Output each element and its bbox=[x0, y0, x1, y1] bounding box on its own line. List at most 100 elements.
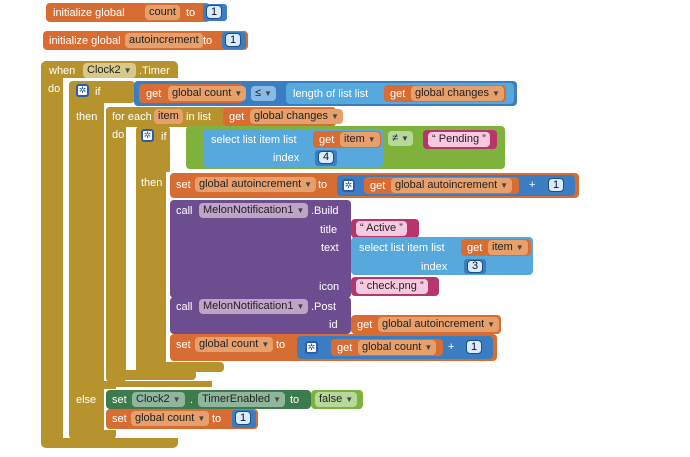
gear-icon[interactable]: ✲ bbox=[76, 84, 89, 97]
do-label: do bbox=[112, 129, 125, 141]
text-field[interactable]: “ Pending ” bbox=[428, 132, 490, 147]
call-keyword: call bbox=[176, 205, 193, 217]
var-dropdown[interactable]: global autoincrement ▼ bbox=[195, 177, 317, 192]
call-keyword: call bbox=[176, 301, 193, 313]
get-global-count-block[interactable]: get global count ▼ bbox=[139, 84, 247, 103]
compare-operator-dropdown[interactable]: ≤ ▼ bbox=[251, 86, 276, 101]
set-global-count-block[interactable]: set global count ▼ to 1 bbox=[106, 409, 258, 429]
component-dropdown[interactable]: Clock2 ▼ bbox=[132, 392, 185, 407]
var-name: global count bbox=[135, 412, 195, 424]
for-each-block[interactable] bbox=[106, 107, 126, 382]
var-dropdown[interactable]: global count ▼ bbox=[195, 337, 274, 352]
component-name: MelonNotification1 bbox=[203, 204, 294, 216]
dropdown-arrow-icon: ▼ bbox=[296, 302, 305, 311]
var-dropdown[interactable]: global autoincrement ▼ bbox=[378, 317, 500, 332]
get-global-changes-block[interactable]: get global changes ▼ bbox=[223, 108, 343, 126]
compare-block[interactable]: get global count ▼ ≤ ▼ length of list list… bbox=[134, 81, 517, 106]
number-field[interactable]: 3 bbox=[467, 260, 484, 273]
var-dropdown[interactable]: global count ▼ bbox=[168, 86, 247, 101]
select-list-item-block[interactable]: select list item list get item ▼ index 4 bbox=[203, 129, 383, 167]
boolean-dropdown[interactable]: false ▼ bbox=[315, 392, 358, 407]
var-dropdown[interactable]: global count ▼ bbox=[131, 411, 210, 426]
logic-operator-dropdown[interactable]: ≠ ▼ bbox=[388, 131, 413, 146]
text-string-block[interactable]: “ check.png ” bbox=[351, 277, 439, 296]
component-dropdown[interactable]: MelonNotification1 ▼ bbox=[199, 299, 309, 314]
text-field[interactable]: “ Active ” bbox=[356, 221, 407, 236]
math-add-block[interactable]: ✲ get global count ▼ + 1 bbox=[297, 336, 493, 359]
property-dropdown[interactable]: TimerEnabled ▼ bbox=[198, 392, 285, 407]
gear-icon[interactable]: ✲ bbox=[342, 179, 355, 192]
operator: ≤ bbox=[255, 87, 262, 99]
text-string-block[interactable]: “ Pending ” bbox=[423, 130, 497, 149]
in-list-label: in list bbox=[186, 111, 212, 123]
number-field[interactable]: 1 bbox=[466, 340, 483, 354]
var-dropdown[interactable]: item ▼ bbox=[488, 240, 528, 255]
get-item-block[interactable]: get item ▼ bbox=[313, 131, 381, 148]
length-of-list-block[interactable]: length of list list get global changes ▼ bbox=[286, 83, 514, 104]
var-name: global changes bbox=[415, 87, 490, 99]
math-number-block[interactable]: 1 bbox=[203, 4, 227, 21]
get-global-autoincrement-block[interactable]: get global autoincrement ▼ bbox=[364, 177, 519, 194]
plus-operator: + bbox=[529, 179, 536, 191]
var-name: global autoincrement bbox=[395, 179, 498, 191]
text-field[interactable]: “ check.png ” bbox=[356, 279, 428, 294]
operator: ≠ bbox=[392, 132, 399, 144]
math-number-block[interactable]: 1 bbox=[463, 339, 487, 356]
get-global-count-block[interactable]: get global count ▼ bbox=[331, 339, 443, 356]
text-string-block[interactable]: “ Active ” bbox=[351, 219, 419, 238]
select-list-item-block[interactable]: select list item list get item ▼ index 3 bbox=[351, 237, 533, 275]
get-item-block[interactable]: get item ▼ bbox=[461, 239, 531, 256]
math-number-block[interactable]: 1 bbox=[222, 32, 246, 49]
gear-icon[interactable]: ✲ bbox=[141, 129, 154, 142]
math-number-block[interactable]: 1 bbox=[232, 410, 256, 428]
dropdown-arrow-icon: ▼ bbox=[261, 340, 270, 349]
var-name-field-autoincrement[interactable]: autoincrement bbox=[125, 33, 203, 48]
set-global-autoincrement-block[interactable]: set global autoincrement ▼ to ✲ get globa… bbox=[170, 173, 579, 198]
math-number-block[interactable]: 4 bbox=[315, 150, 337, 166]
if-keyword: if bbox=[95, 86, 101, 98]
var-dropdown[interactable]: global autoincrement ▼ bbox=[391, 178, 513, 193]
var-dropdown[interactable]: global changes ▼ bbox=[411, 86, 504, 101]
init-global-count-block[interactable]: initialize global count to 1 bbox=[46, 3, 227, 22]
get-keyword: get bbox=[229, 111, 245, 123]
icon-param-label: icon bbox=[319, 281, 340, 293]
number-field[interactable]: 1 bbox=[225, 33, 242, 47]
logic-false-block[interactable]: false ▼ bbox=[311, 390, 363, 409]
var-dropdown[interactable]: global changes ▼ bbox=[250, 109, 343, 124]
init-global-autoincrement-block[interactable]: initialize global autoincrement to 1 bbox=[43, 31, 248, 50]
event-name: .Timer bbox=[139, 65, 170, 77]
math-number-block[interactable]: 1 bbox=[545, 177, 569, 194]
number-field[interactable]: 1 bbox=[548, 178, 565, 192]
call-post-block[interactable]: call MelonNotification1 ▼ .Post id bbox=[170, 297, 351, 334]
math-number-block[interactable]: 3 bbox=[464, 259, 486, 274]
to-label: to bbox=[212, 413, 222, 425]
number-field[interactable]: 4 bbox=[318, 151, 335, 164]
number-field[interactable]: 1 bbox=[235, 411, 252, 425]
call-build-block[interactable]: call MelonNotification1 ▼ .Build title te… bbox=[170, 200, 351, 298]
inner-if-block[interactable] bbox=[136, 126, 170, 374]
loop-var-field[interactable]: item bbox=[154, 109, 183, 124]
var-name: global count bbox=[362, 341, 422, 353]
var-dropdown[interactable]: global count ▼ bbox=[358, 340, 437, 355]
inner-then-slot bbox=[166, 172, 172, 362]
get-global-autoincrement-block[interactable]: get global autoincrement ▼ bbox=[351, 315, 501, 334]
inner-if-footer bbox=[136, 362, 224, 372]
dropdown-arrow-icon: ▼ bbox=[234, 89, 243, 98]
dropdown-arrow-icon: ▼ bbox=[500, 181, 509, 190]
dropdown-arrow-icon: ▼ bbox=[367, 135, 376, 144]
set-clock-timer-enabled-block[interactable]: set Clock2 ▼ . TimerEnabled ▼ to bbox=[106, 390, 311, 409]
id-param-label: id bbox=[329, 319, 338, 331]
var-name-field-count[interactable]: count bbox=[145, 5, 180, 20]
number-field[interactable]: 1 bbox=[206, 5, 223, 19]
gear-icon[interactable]: ✲ bbox=[305, 341, 318, 354]
get-keyword: get bbox=[319, 134, 335, 146]
component-dropdown[interactable]: MelonNotification1 ▼ bbox=[199, 203, 309, 218]
component-dropdown-clock2[interactable]: Clock2 ▼ bbox=[83, 63, 136, 78]
var-dropdown[interactable]: item ▼ bbox=[340, 132, 380, 147]
not-equal-compare-block[interactable]: select list item list get item ▼ index 4 … bbox=[186, 126, 505, 169]
plus-operator: + bbox=[448, 341, 455, 353]
get-global-changes-block[interactable]: get global changes ▼ bbox=[384, 85, 506, 102]
var-name: global count bbox=[199, 338, 259, 350]
math-add-block[interactable]: ✲ get global autoincrement ▼ + 1 bbox=[337, 175, 575, 196]
set-global-count-block[interactable]: set global count ▼ to ✲ get global count ▼… bbox=[170, 334, 497, 361]
